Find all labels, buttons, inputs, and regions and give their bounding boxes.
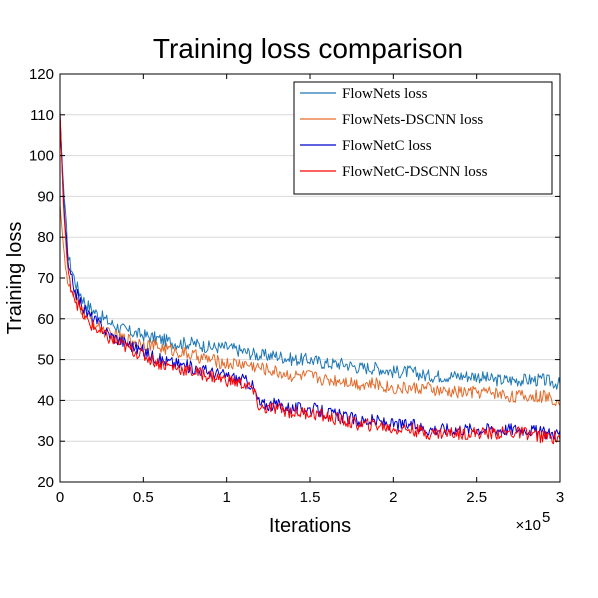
- legend-label: FlowNets loss: [342, 86, 428, 102]
- y-tick-label: 120: [29, 66, 54, 83]
- plot-lines: [59, 110, 561, 445]
- series-line-0: [59, 122, 561, 390]
- legend-label: FlowNets-DSCNN loss: [342, 112, 483, 128]
- y-tick-label: 60: [37, 311, 54, 328]
- y-tick-label: 20: [37, 474, 54, 491]
- x-tick-label: 1.5: [300, 489, 321, 506]
- axis-ticks: 20 30 40 50 60 70 80 90 100 110 120 0 0.5 1 1.5 2 2.5 3: [29, 66, 564, 506]
- chart-title: Training loss comparison: [153, 33, 463, 64]
- x-tick-label: 2: [389, 489, 397, 506]
- y-axis-label: Training loss: [4, 222, 26, 335]
- y-tick-label: 90: [37, 188, 54, 205]
- y-tick-label: 110: [30, 107, 54, 124]
- y-tick-label: 50: [37, 352, 54, 369]
- x-tick-label: 1: [222, 489, 230, 506]
- x-axis-multiplier: ×10: [516, 517, 541, 534]
- y-tick-label: 70: [37, 270, 54, 287]
- x-tick-label: 0.5: [133, 489, 154, 506]
- x-axis-label: Iterations: [269, 515, 351, 537]
- x-tick-label: 3: [556, 489, 564, 506]
- y-tick-label: 30: [37, 433, 54, 450]
- y-tick-label: 100: [29, 148, 54, 165]
- x-tick-label: 0: [56, 489, 64, 506]
- x-tick-label: 2.5: [466, 489, 487, 506]
- legend-label: FlowNetC-DSCNN loss: [342, 164, 488, 180]
- x-axis-multiplier-exponent: 5: [542, 509, 550, 526]
- y-tick-label: 80: [37, 229, 54, 246]
- series-line-1: [59, 204, 561, 407]
- series-line-3: [59, 110, 561, 445]
- y-tick-label: 40: [37, 392, 54, 409]
- legend-box: [293, 81, 553, 195]
- legend-label: FlowNetC loss: [342, 138, 432, 154]
- legend: FlowNets loss FlowNets-DSCNN loss FlowNetC…: [293, 81, 553, 195]
